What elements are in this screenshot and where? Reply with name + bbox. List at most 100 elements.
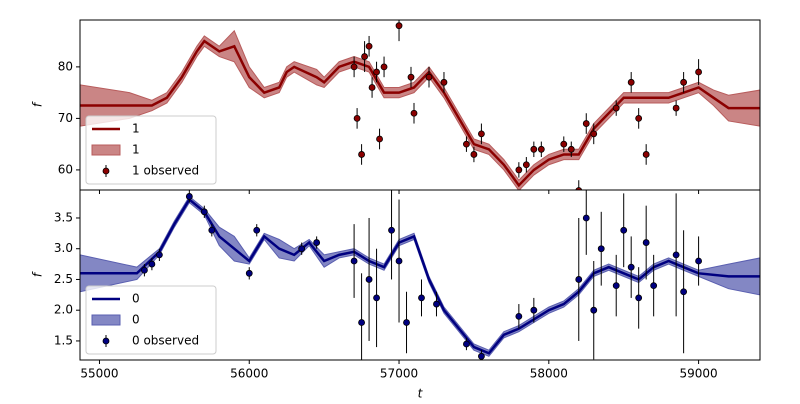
observed-point [612, 282, 620, 290]
plot-area [80, 190, 760, 360]
observed-point [353, 114, 361, 122]
observed-point [208, 226, 216, 234]
observed-point [515, 166, 523, 174]
observed-point [642, 239, 650, 246]
x-tick-label: 58000 [530, 367, 568, 381]
x-tick-label: 57000 [380, 367, 418, 381]
observed-point [410, 109, 418, 117]
observed-point [373, 294, 380, 302]
observed-point [433, 300, 440, 308]
observed-point [672, 251, 680, 259]
observed-point [185, 193, 193, 200]
axes-frame [79, 189, 761, 361]
observed-point [582, 120, 590, 127]
observed-point [627, 78, 635, 86]
observed-point [635, 294, 643, 302]
confidence-band [80, 195, 760, 357]
observed-point [358, 319, 365, 326]
observed-point [388, 226, 395, 234]
observed-point [463, 140, 470, 148]
model-line [80, 39, 760, 188]
observed-point [650, 282, 658, 290]
observed-point [403, 319, 410, 326]
x-tick-label: 56000 [230, 367, 268, 381]
legend-label: 0 [132, 292, 140, 306]
observed-point [470, 151, 478, 158]
observed-point [695, 257, 702, 265]
legend-label: 1 [132, 143, 140, 157]
observed-point [463, 340, 470, 348]
plot-area [80, 20, 760, 190]
observed-point [590, 130, 598, 138]
observed-point [515, 312, 523, 320]
observed-point [627, 263, 635, 271]
observed-point [380, 63, 388, 71]
observed-point [365, 276, 373, 283]
observed-point [672, 104, 680, 112]
observed-point [350, 63, 358, 71]
legend-band [91, 144, 121, 156]
x-tick-label: 55000 [80, 367, 118, 381]
model-line [80, 197, 760, 355]
legend-box [85, 115, 217, 185]
legend-box [85, 285, 217, 355]
observed-point [642, 151, 650, 158]
legend-label: 1 [132, 122, 140, 136]
observed-point [395, 257, 403, 265]
observed-point [590, 306, 598, 314]
legend-marker [102, 167, 110, 175]
observed-point [478, 130, 485, 138]
observed-point [537, 145, 545, 153]
x-tick-label: 59000 [679, 367, 717, 381]
observed-point [582, 214, 590, 222]
observed-point [620, 226, 628, 234]
observed-point [530, 145, 538, 153]
legend-label: 0 observed [132, 334, 199, 348]
y-tick-label: 1.5 [54, 333, 73, 347]
observed-point [695, 68, 702, 76]
observed-point [368, 84, 376, 91]
y-axis-label: f [31, 101, 45, 107]
observed-point [612, 104, 620, 112]
observed-point [635, 114, 643, 122]
observed-point [575, 276, 583, 283]
y-tick-label: 60 [58, 162, 73, 176]
observed-point [298, 245, 306, 253]
observed-point [407, 73, 415, 81]
observed-point [395, 22, 403, 30]
observed-point [373, 68, 380, 76]
observed-point [680, 288, 688, 296]
observed-point [418, 294, 425, 302]
observed-point [358, 151, 365, 158]
observed-point [425, 73, 433, 81]
x-axis-label: t [418, 387, 424, 401]
y-tick-label: 3.0 [54, 241, 73, 255]
observed-point [376, 135, 383, 143]
observed-point [253, 226, 261, 234]
legend-band [91, 314, 121, 326]
observed-point [575, 187, 583, 190]
legend-label: 0 [132, 313, 140, 327]
observed-point [361, 53, 368, 60]
observed-point [148, 260, 156, 268]
legend-marker [102, 337, 110, 345]
observed-point [560, 140, 568, 148]
observed-point [440, 78, 448, 86]
y-tick-label: 80 [58, 59, 73, 73]
observed-point [245, 269, 253, 277]
observed-point [141, 266, 148, 274]
observed-point [567, 145, 575, 153]
observed-point [530, 306, 538, 314]
observed-point [350, 257, 358, 265]
y-tick-label: 2.5 [54, 272, 73, 286]
observed-point [365, 42, 373, 50]
observed-point [313, 239, 321, 246]
legend-label: 1 observed [132, 164, 199, 178]
y-tick-label: 70 [58, 111, 73, 125]
observed-point [155, 251, 163, 259]
observed-point [680, 78, 688, 86]
y-axis-label: f [31, 271, 45, 277]
observed-point [597, 245, 605, 253]
